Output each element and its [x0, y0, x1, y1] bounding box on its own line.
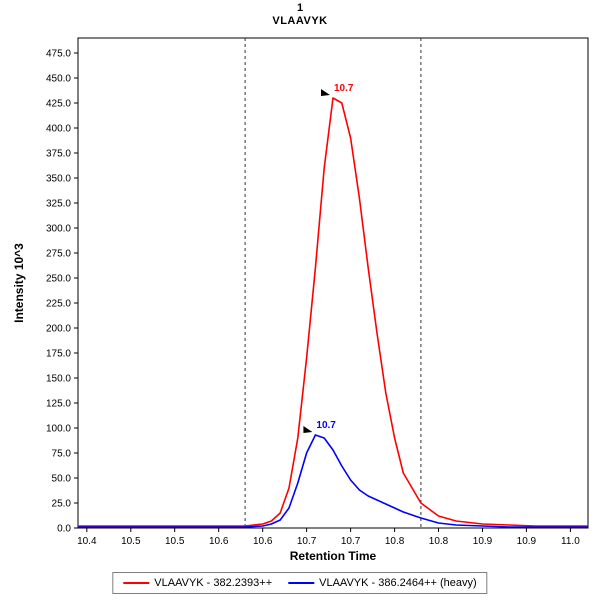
y-tick-label: 50.0	[52, 474, 72, 485]
y-tick-label: 0.0	[57, 524, 71, 535]
x-tick-label: 10.8	[429, 536, 449, 547]
x-tick-label: 10.5	[121, 536, 141, 547]
chart-title-peptide: VLAAVYK	[272, 15, 328, 27]
y-tick-label: 200.0	[46, 324, 71, 335]
y-tick-label: 400.0	[46, 124, 71, 135]
x-tick-label: 10.7	[341, 536, 361, 547]
legend-swatch	[288, 582, 315, 584]
y-tick-label: 300.0	[46, 224, 71, 235]
y-tick-label: 225.0	[46, 299, 71, 310]
y-tick-label: 25.0	[52, 499, 72, 510]
x-tick-label: 10.9	[517, 536, 537, 547]
series-line-0	[78, 97, 588, 527]
y-tick-label: 325.0	[46, 199, 71, 210]
series-line-1	[78, 434, 588, 528]
peak-rt-label: 10.7	[316, 420, 336, 431]
chromatogram-plot[interactable]: 0.0 25.0 50.0 75.0 100.0 125.0 150.0 175.0 200.0…	[0, 32, 600, 567]
peak-rt-label: 10.7	[334, 83, 354, 94]
y-axis-label: Intensity 10^3	[12, 243, 26, 323]
peak-arrow-icon	[321, 89, 330, 96]
x-tick-label: 10.9	[473, 536, 493, 547]
x-tick-label: 10.7	[297, 536, 317, 547]
x-tick-label: 10.8	[385, 536, 405, 547]
x-axis-label: Retention Time	[289, 549, 377, 563]
x-tick-label: 10.4	[77, 536, 97, 547]
y-tick-label: 350.0	[46, 174, 71, 185]
y-tick-label: 375.0	[46, 149, 71, 160]
legend-item-heavy: VLAAVYK - 386.2464++ (heavy)	[288, 577, 477, 589]
legend: VLAAVYK - 382.2393++ VLAAVYK - 386.2464+…	[112, 572, 488, 594]
y-tick-label: 75.0	[52, 449, 72, 460]
peak-arrow-icon	[303, 426, 313, 433]
legend-label: VLAAVYK - 386.2464++ (heavy)	[319, 577, 477, 589]
y-tick-label: 175.0	[46, 349, 71, 360]
legend-item-light: VLAAVYK - 382.2393++	[123, 577, 272, 589]
plot-area[interactable]	[77, 37, 589, 529]
y-tick-label: 475.0	[46, 49, 71, 60]
y-tick-label: 100.0	[46, 424, 71, 435]
y-tick-label: 425.0	[46, 99, 71, 110]
chart-title-number: 1	[296, 2, 304, 14]
y-tick-label: 250.0	[46, 274, 71, 285]
x-tick-label: 10.6	[209, 536, 229, 547]
y-tick-label: 150.0	[46, 374, 71, 385]
chart-title: 1 VLAAVYK	[0, 2, 600, 28]
x-tick-label: 10.5	[165, 536, 185, 547]
y-tick-label: 450.0	[46, 74, 71, 85]
legend-swatch	[123, 582, 150, 584]
y-tick-label: 125.0	[46, 399, 71, 410]
y-tick-label: 275.0	[46, 249, 71, 260]
x-tick-label: 11.0	[561, 536, 580, 547]
legend-label: VLAAVYK - 382.2393++	[154, 577, 273, 589]
x-tick-label: 10.6	[253, 536, 273, 547]
